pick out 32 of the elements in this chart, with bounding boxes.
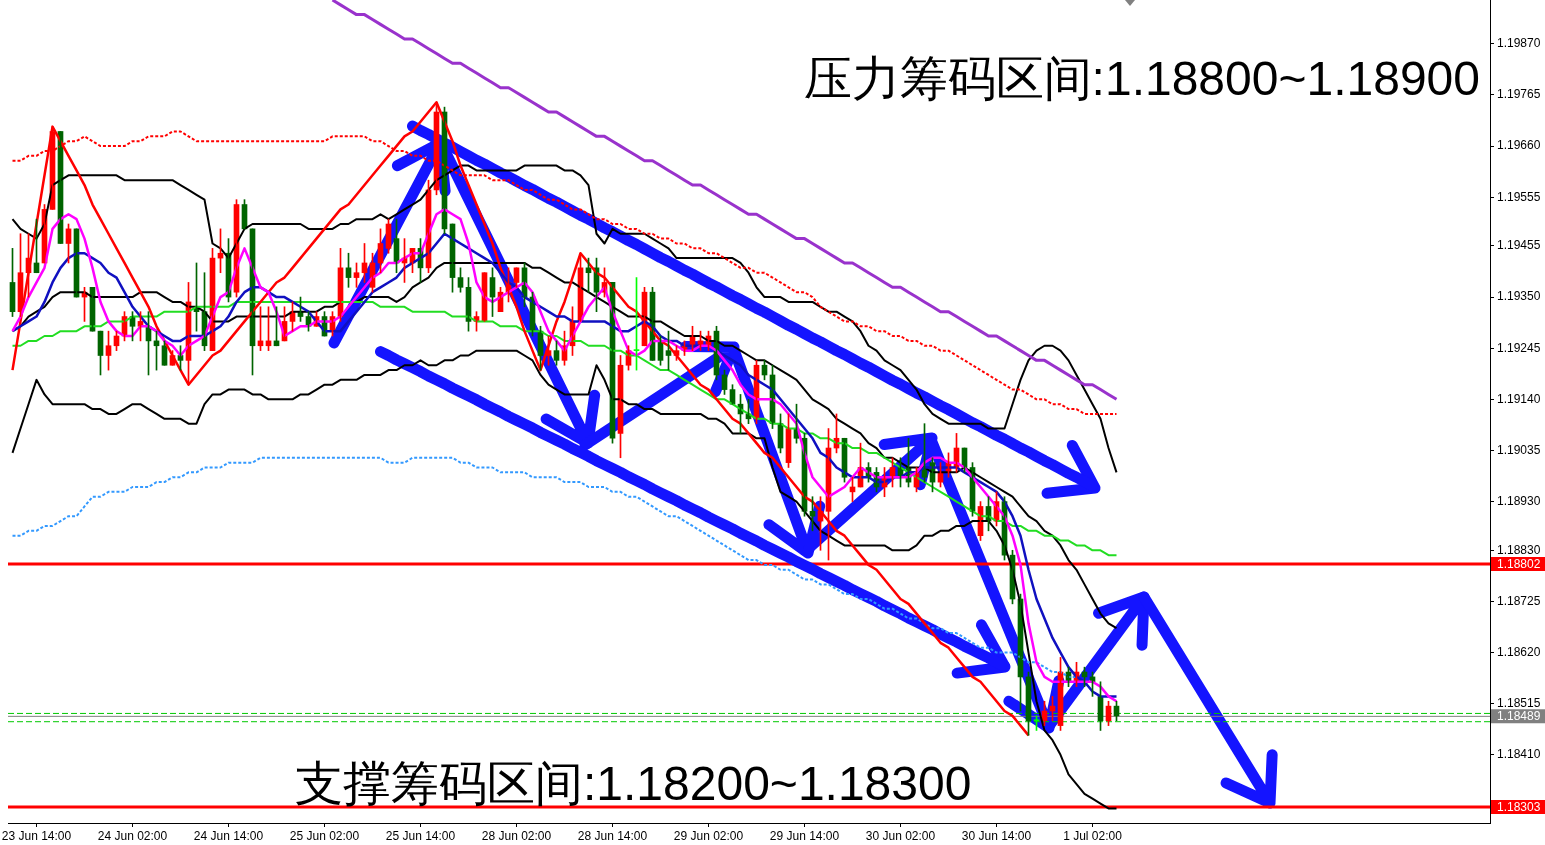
x-tick-label: 25 Jun 14:00 [385, 828, 456, 843]
x-tick-label: 1 Jul 02:00 [1063, 828, 1123, 843]
x-tick-label: 30 Jun 02:00 [865, 828, 936, 843]
x-tick-label: 29 Jun 14:00 [769, 828, 840, 843]
ref-line-label: 1.18303 [1497, 799, 1541, 814]
ref-line-label: 1.18802 [1497, 556, 1541, 571]
y-tick-label: 1.19765 [1497, 87, 1541, 102]
y-tick-label: 1.19870 [1497, 36, 1541, 51]
x-tick-label: 24 Jun 14:00 [193, 828, 264, 843]
y-tick-label: 1.19455 [1497, 238, 1541, 253]
x-tick-label: 28 Jun 14:00 [577, 828, 648, 843]
y-tick-label: 1.18725 [1497, 593, 1541, 608]
y-tick-label: 1.19140 [1497, 391, 1541, 406]
x-tick-label: 25 Jun 02:00 [289, 828, 360, 843]
ref-line-label: 1.18489 [1497, 709, 1541, 724]
y-tick-label: 1.18830 [1497, 542, 1541, 557]
y-tick-label: 1.18515 [1497, 696, 1541, 710]
y-tick-label: 1.18620 [1497, 644, 1541, 659]
y-tick-label: 1.19555 [1497, 189, 1541, 204]
y-tick-label: 1.19350 [1497, 289, 1541, 304]
y-tick-label: 1.18410 [1497, 747, 1541, 762]
x-tick-label: 24 Jun 02:00 [97, 828, 168, 843]
x-tick-label: 30 Jun 14:00 [961, 828, 1032, 843]
y-tick-label: 1.19660 [1497, 138, 1541, 153]
annotation: 支撑筹码区间:1.18200~1.18300 [295, 757, 972, 810]
y-tick-label: 1.19035 [1497, 442, 1541, 457]
y-tick-label: 1.18930 [1497, 493, 1541, 508]
x-tick-label: 29 Jun 02:00 [673, 828, 744, 843]
y-tick-label: 1.19245 [1497, 340, 1541, 355]
annotation: 压力筹码区间:1.18800~1.18900 [803, 52, 1480, 105]
x-tick-label: 23 Jun 14:00 [1, 828, 72, 843]
x-tick-label: 28 Jun 02:00 [481, 828, 552, 843]
